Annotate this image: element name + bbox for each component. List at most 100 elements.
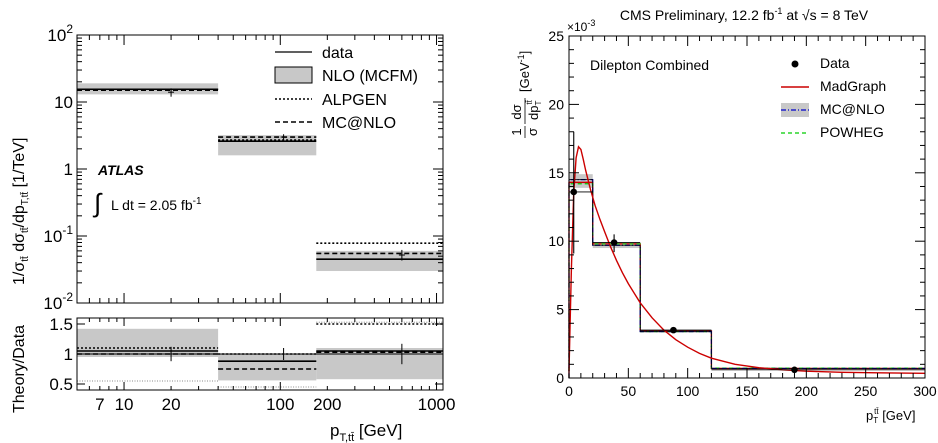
lumi-label: L dt = 2.05 fb-1 — [111, 196, 202, 213]
legend-marker-data — [791, 60, 799, 68]
title-exp: -1 — [774, 6, 782, 16]
lumi-exp: -1 — [193, 196, 202, 207]
ratio-x-tick-label: 20 — [162, 395, 181, 414]
cms-y-tick-label: 15 — [548, 165, 564, 181]
cms-x-label: pTtt̄ [GeV] — [866, 407, 915, 425]
title-main: CMS Preliminary, 12.2 fb — [620, 7, 775, 23]
scale-exp: -3 — [587, 18, 595, 28]
y-deriv-den: dpTtt̄ — [525, 99, 543, 120]
cms-data-point — [670, 326, 677, 334]
x-label-sub: T,tt̄ — [339, 432, 354, 443]
mcatnlo-histogram — [568, 179, 925, 378]
nlo-band — [218, 135, 317, 156]
y-tick-base: 10 — [54, 93, 73, 112]
cms-y-tick-label: 20 — [548, 96, 564, 112]
cms-data-point — [791, 366, 798, 374]
cms-x-tick-label: 50 — [621, 383, 637, 399]
ratio-x-tick-label: 100 — [266, 395, 294, 414]
y-tick-base: 10 — [43, 294, 62, 313]
y-tick-exp: -2 — [62, 290, 73, 304]
y-unit-exp: -1 — [516, 54, 526, 62]
lumi-text: L dt = 2.05 fb — [111, 197, 193, 213]
cms-x-tick-label: 150 — [735, 383, 759, 399]
atlas-y-label: 1/σtt̄ dσtt̄/dpT,tt̄ [1/TeV] — [11, 138, 31, 285]
y-deriv-den-main: dp — [526, 106, 541, 120]
y-tick-base: 10 — [47, 26, 66, 45]
title-sqrt: √s — [802, 7, 817, 23]
atlas-x-label: pT,tt̄ [GeV] — [330, 421, 402, 443]
cms-y-tick-label: 0 — [556, 370, 564, 386]
legend-label: data — [322, 45, 353, 62]
cms-panel: 0 50 100 150 200 250 300 0 5 10 15 20 25×10-3 CMS Pre… — [509, 6, 937, 425]
ratio-x-tick-label: 200 — [313, 395, 341, 414]
cms-y-label: 1 σ dσ dpTtt̄ [GeV-1] — [509, 51, 543, 138]
ratio-x-tick-label: 7 — [95, 395, 104, 414]
atlas-ratio-panel: 0.5 1 1.5 7 10 20 100 200 1000 Theory/Data pT,tt̄ … — [11, 315, 455, 443]
cms-y-tick-label: 5 — [556, 302, 564, 318]
y-frac-num: 1 — [509, 128, 524, 135]
cms-y-tick-label: 10 — [548, 233, 564, 249]
ratio-x-tick-label: 1000 — [418, 395, 456, 414]
y-label-sub: tt̄ — [19, 227, 31, 233]
y-deriv-den-sub: T — [534, 101, 543, 106]
y-label-part: 1/σ — [11, 262, 28, 285]
ratio-x-tick-label: 10 — [115, 395, 134, 414]
lumi-integral: ∫ — [92, 188, 103, 218]
madgraph-curve — [568, 145, 926, 374]
ratio-nlo-band — [316, 348, 443, 380]
ratio-nlo-band — [77, 328, 219, 357]
scale-base: ×10 — [567, 20, 588, 34]
y-deriv-den-sup: tt̄ — [525, 99, 534, 104]
cms-x-tick-label: 250 — [854, 383, 878, 399]
madgraph-histogram — [568, 181, 925, 378]
legend-label: ALPGEN — [322, 92, 387, 109]
atlas-label: ATLAS — [97, 162, 144, 178]
title-tail: = 8 TeV — [817, 7, 869, 23]
ratio-y-label: Theory/Data — [11, 325, 28, 413]
y-deriv-num: dσ — [509, 104, 524, 119]
powheg-histogram — [568, 183, 925, 378]
y-unit-main: [GeV — [517, 62, 532, 92]
y-tick-base: 10 — [43, 227, 62, 246]
cms-title: CMS Preliminary, 12.2 fb-1 at √s = 8 TeV — [620, 6, 869, 23]
nlo-band — [316, 250, 443, 272]
cms-x-tick-label: 200 — [795, 383, 819, 399]
ratio-y-tick-label: 1 — [64, 345, 73, 364]
y-unit-close: ] — [517, 51, 532, 55]
y-label-sub: T,tt̄ — [19, 191, 31, 205]
y-tick-label: 10 — [54, 93, 73, 112]
ratio-y-tick-label: 1.5 — [49, 315, 73, 334]
y-label-part: dσ — [11, 233, 28, 256]
legend-label: NLO (MCFM) — [322, 68, 418, 85]
x-label-sub: T — [873, 416, 878, 425]
y-label-part: [1/TeV] — [11, 138, 28, 192]
legend-label: MC@NLO — [322, 115, 396, 132]
cms-channel-label: Dilepton Combined — [590, 57, 709, 73]
y-tick-exp: 2 — [66, 22, 73, 36]
cms-y-tick-label: 25 — [548, 28, 564, 44]
cms-legend-label: Data — [820, 55, 850, 71]
cms-x-tick-label: 0 — [565, 383, 573, 399]
y-tick-label: 10-2 — [43, 290, 73, 313]
cms-legend-label: POWHEG — [820, 124, 884, 140]
y-unit: [GeV-1] — [516, 51, 532, 92]
x-label-unit: [GeV] — [354, 421, 402, 440]
cms-x-tick-label: 100 — [676, 383, 700, 399]
cms-scale-label: ×10-3 — [567, 18, 595, 34]
atlas-legend: data NLO (MCFM) ALPGEN MC@NLO — [274, 45, 418, 132]
y-tick-base: 1 — [64, 160, 73, 179]
cms-data-point — [570, 188, 578, 196]
y-frac-den: σ — [525, 128, 540, 136]
y-tick-label: 10-1 — [43, 223, 73, 246]
x-label-sup: tt̄ — [874, 407, 879, 416]
y-label-part: /dp — [11, 205, 28, 227]
y-tick-label: 1 — [64, 160, 73, 179]
combined-histogram-outline — [568, 179, 925, 378]
legend-swatch-nlo — [274, 66, 313, 84]
title-mid: at — [782, 7, 801, 23]
y-label-sub: tt̄ — [19, 256, 31, 262]
x-label-main: p — [866, 408, 873, 423]
y-tick-label: 102 — [47, 22, 73, 45]
